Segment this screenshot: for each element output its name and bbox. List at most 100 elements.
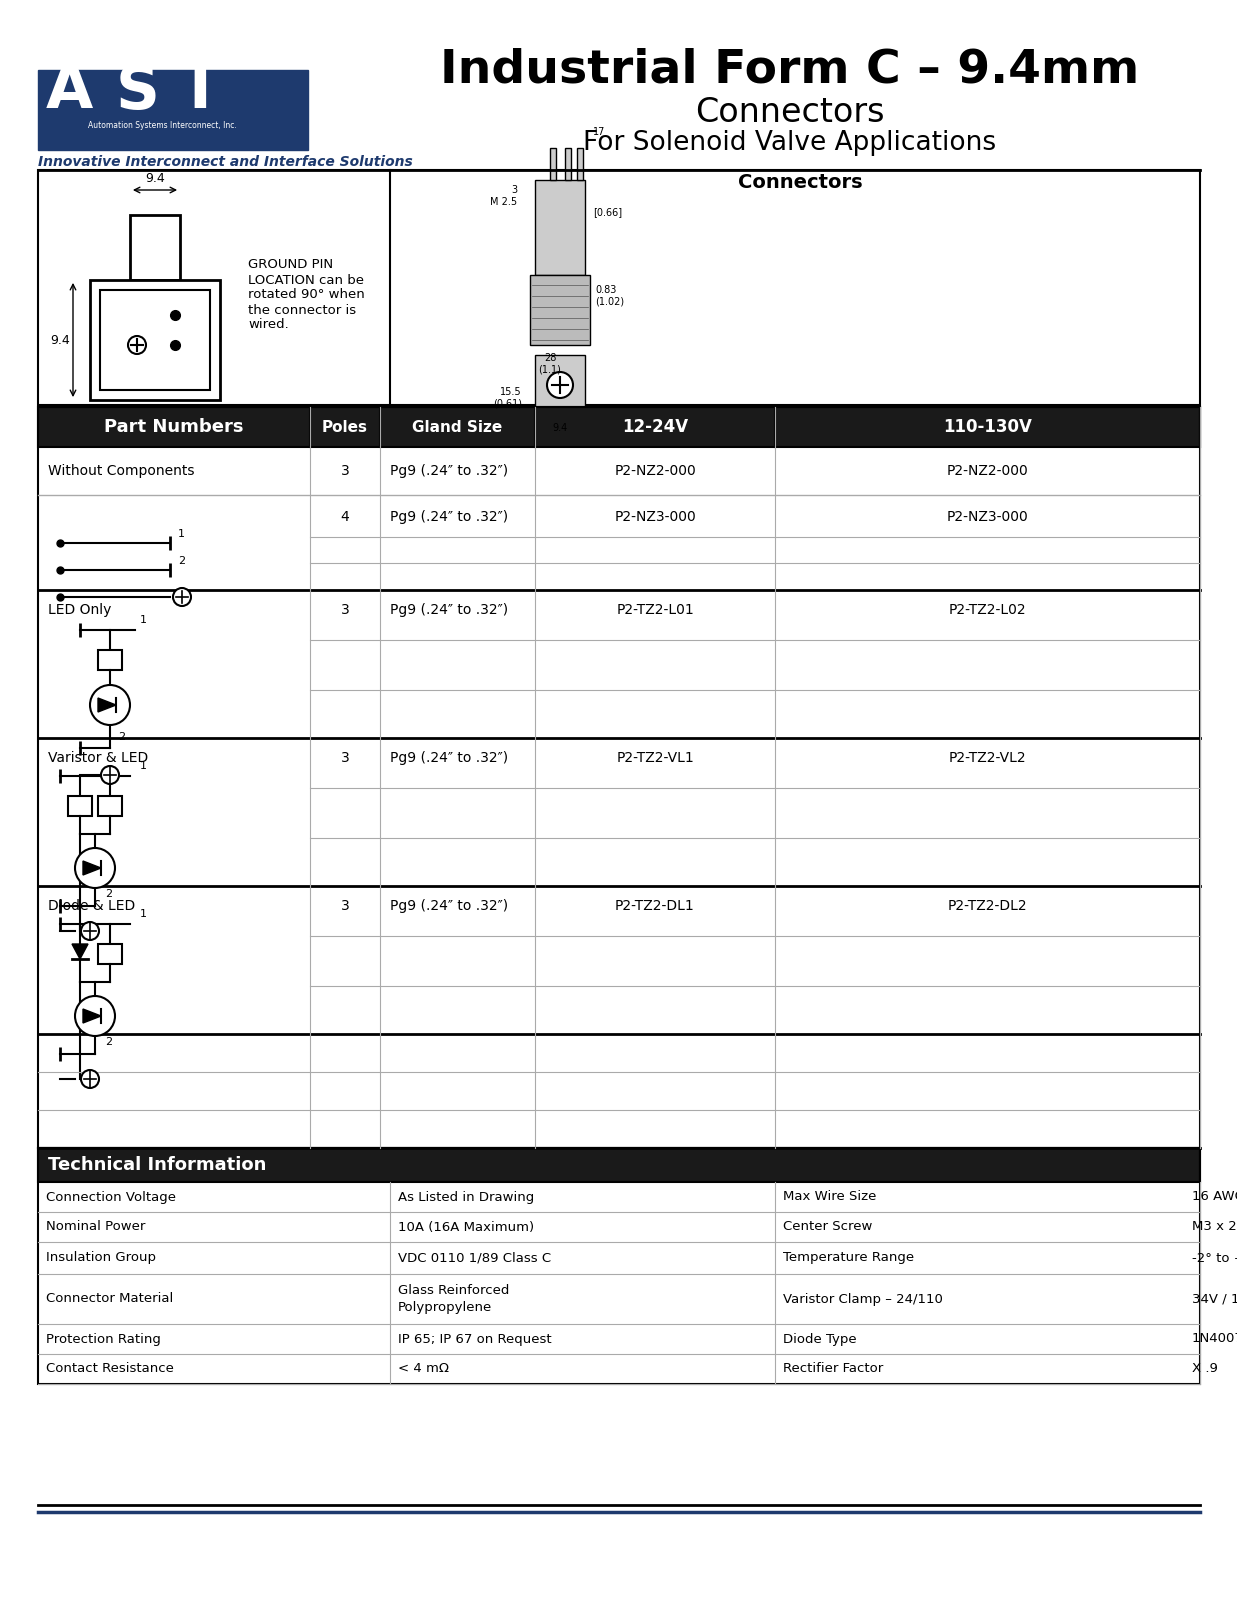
Bar [130, 214, 181, 280]
Text: P2-TZ2-L01: P2-TZ2-L01 [616, 603, 694, 618]
Text: Automation Systems Interconnect, Inc.: Automation Systems Interconnect, Inc. [88, 120, 236, 130]
Text: LED Only: LED Only [48, 603, 111, 618]
Text: GROUND PIN
LOCATION can be
rotated 90° when
the connector is
wired.: GROUND PIN LOCATION can be rotated 90° w… [247, 259, 365, 331]
Text: 1: 1 [178, 530, 186, 539]
Circle shape [90, 685, 130, 725]
Text: For Solenoid Valve Applications: For Solenoid Valve Applications [584, 130, 997, 157]
Text: VDC 0110 1/89 Class C: VDC 0110 1/89 Class C [398, 1251, 552, 1264]
Text: 10A (16A Maximum): 10A (16A Maximum) [398, 1221, 534, 1234]
Text: P2-TZ2-L02: P2-TZ2-L02 [949, 603, 1027, 618]
Text: 9.4: 9.4 [553, 422, 568, 434]
Text: 2: 2 [178, 557, 186, 566]
Text: Connectors: Connectors [737, 173, 862, 192]
Text: P2-TZ2-DL1: P2-TZ2-DL1 [615, 899, 695, 914]
Polygon shape [83, 1010, 101, 1022]
Text: Glass Reinforced: Glass Reinforced [398, 1283, 510, 1296]
Text: 34V / 185V: 34V / 185V [1192, 1293, 1237, 1306]
Text: Polypropylene: Polypropylene [398, 1301, 492, 1315]
Text: Nominal Power: Nominal Power [46, 1221, 146, 1234]
Text: 3: 3 [340, 603, 349, 618]
Text: Varistor Clamp – 24/110: Varistor Clamp – 24/110 [783, 1293, 943, 1306]
Text: 2: 2 [118, 733, 125, 742]
Text: Pg9 (.24″ to .32″): Pg9 (.24″ to .32″) [390, 464, 508, 478]
Bar [68, 795, 92, 816]
Circle shape [75, 995, 115, 1037]
Text: Diode & LED: Diode & LED [48, 899, 135, 914]
Text: 15.5: 15.5 [501, 387, 522, 397]
Circle shape [80, 1070, 99, 1088]
Text: Varistor & LED: Varistor & LED [48, 750, 148, 765]
Text: P2-TZ2-VL1: P2-TZ2-VL1 [616, 750, 694, 765]
Text: S: S [116, 62, 160, 122]
Text: 1N4007: 1N4007 [1192, 1333, 1237, 1346]
Text: Insulation Group: Insulation Group [46, 1251, 156, 1264]
Text: Pg9 (.24″ to .32″): Pg9 (.24″ to .32″) [390, 899, 508, 914]
Text: 2: 2 [105, 890, 113, 899]
Text: Center Screw: Center Screw [783, 1221, 872, 1234]
Text: Pg9 (.24″ to .32″): Pg9 (.24″ to .32″) [390, 750, 508, 765]
Text: (0.61): (0.61) [494, 398, 522, 410]
Text: X .9: X .9 [1192, 1363, 1218, 1376]
Text: Diode Type: Diode Type [783, 1333, 857, 1346]
Circle shape [173, 587, 190, 606]
Text: Part Numbers: Part Numbers [104, 418, 244, 435]
Bar [38, 406, 1200, 1149]
Text: 9.4: 9.4 [145, 171, 165, 186]
Text: A: A [46, 62, 93, 122]
Text: IP 65; IP 67 on Request: IP 65; IP 67 on Request [398, 1333, 552, 1346]
Circle shape [75, 848, 115, 888]
Text: 28: 28 [544, 354, 557, 363]
Text: Contact Resistance: Contact Resistance [46, 1363, 174, 1376]
Text: P2-TZ2-VL2: P2-TZ2-VL2 [949, 750, 1027, 765]
Circle shape [547, 371, 573, 398]
Text: 16 AWG: 16 AWG [1192, 1190, 1237, 1203]
Polygon shape [72, 944, 88, 958]
Bar [38, 406, 1200, 446]
Bar [38, 1149, 1200, 1384]
Text: Temperature Range: Temperature Range [783, 1251, 914, 1264]
Text: < 4 mΩ: < 4 mΩ [398, 1363, 449, 1376]
Bar [98, 795, 122, 816]
Bar [90, 280, 220, 400]
Text: 4: 4 [340, 510, 349, 525]
Text: 3: 3 [340, 464, 349, 478]
Text: Max Wire Size: Max Wire Size [783, 1190, 876, 1203]
Bar [98, 650, 122, 670]
Text: Pg9 (.24″ to .32″): Pg9 (.24″ to .32″) [390, 510, 508, 525]
Bar [100, 290, 210, 390]
Text: Without Components: Without Components [48, 464, 194, 478]
Text: [0.66]: [0.66] [593, 206, 622, 218]
Bar [38, 1149, 1200, 1182]
Text: Innovative Interconnect and Interface Solutions: Innovative Interconnect and Interface So… [38, 155, 413, 170]
Bar [550, 149, 555, 179]
Circle shape [127, 336, 146, 354]
Circle shape [101, 766, 119, 784]
Text: M 2.5: M 2.5 [490, 197, 517, 206]
Bar [565, 149, 571, 179]
Text: 1: 1 [140, 909, 147, 918]
Text: 0.83: 0.83 [595, 285, 616, 294]
Text: 2: 2 [105, 1037, 113, 1046]
Text: Connection Voltage: Connection Voltage [46, 1190, 176, 1203]
Text: P2-NZ3-000: P2-NZ3-000 [946, 510, 1028, 525]
Text: P2-NZ2-000: P2-NZ2-000 [946, 464, 1028, 478]
Text: Pg9 (.24″ to .32″): Pg9 (.24″ to .32″) [390, 603, 508, 618]
Text: As Listed in Drawing: As Listed in Drawing [398, 1190, 534, 1203]
Text: Rectifier Factor: Rectifier Factor [783, 1363, 883, 1376]
Polygon shape [98, 698, 116, 712]
Text: 1: 1 [140, 614, 147, 626]
Text: Poles: Poles [322, 419, 367, 435]
Text: Technical Information: Technical Information [48, 1155, 266, 1174]
Text: Protection Rating: Protection Rating [46, 1333, 161, 1346]
Text: 12-24V: 12-24V [622, 418, 688, 435]
Text: 1: 1 [140, 762, 147, 771]
Bar [576, 149, 583, 179]
Text: Gland Size: Gland Size [412, 419, 502, 435]
Text: 9.4: 9.4 [51, 333, 71, 347]
Text: I: I [188, 62, 210, 122]
Text: P2-TZ2-DL2: P2-TZ2-DL2 [948, 899, 1027, 914]
Text: 110-130V: 110-130V [943, 418, 1032, 435]
Text: Industrial Form C – 9.4mm: Industrial Form C – 9.4mm [440, 48, 1139, 93]
Text: Connector Material: Connector Material [46, 1293, 173, 1306]
Text: 3: 3 [511, 186, 517, 195]
